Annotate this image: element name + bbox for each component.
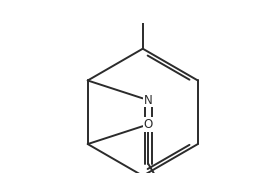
Text: O: O	[144, 118, 153, 131]
Text: N: N	[144, 94, 153, 107]
